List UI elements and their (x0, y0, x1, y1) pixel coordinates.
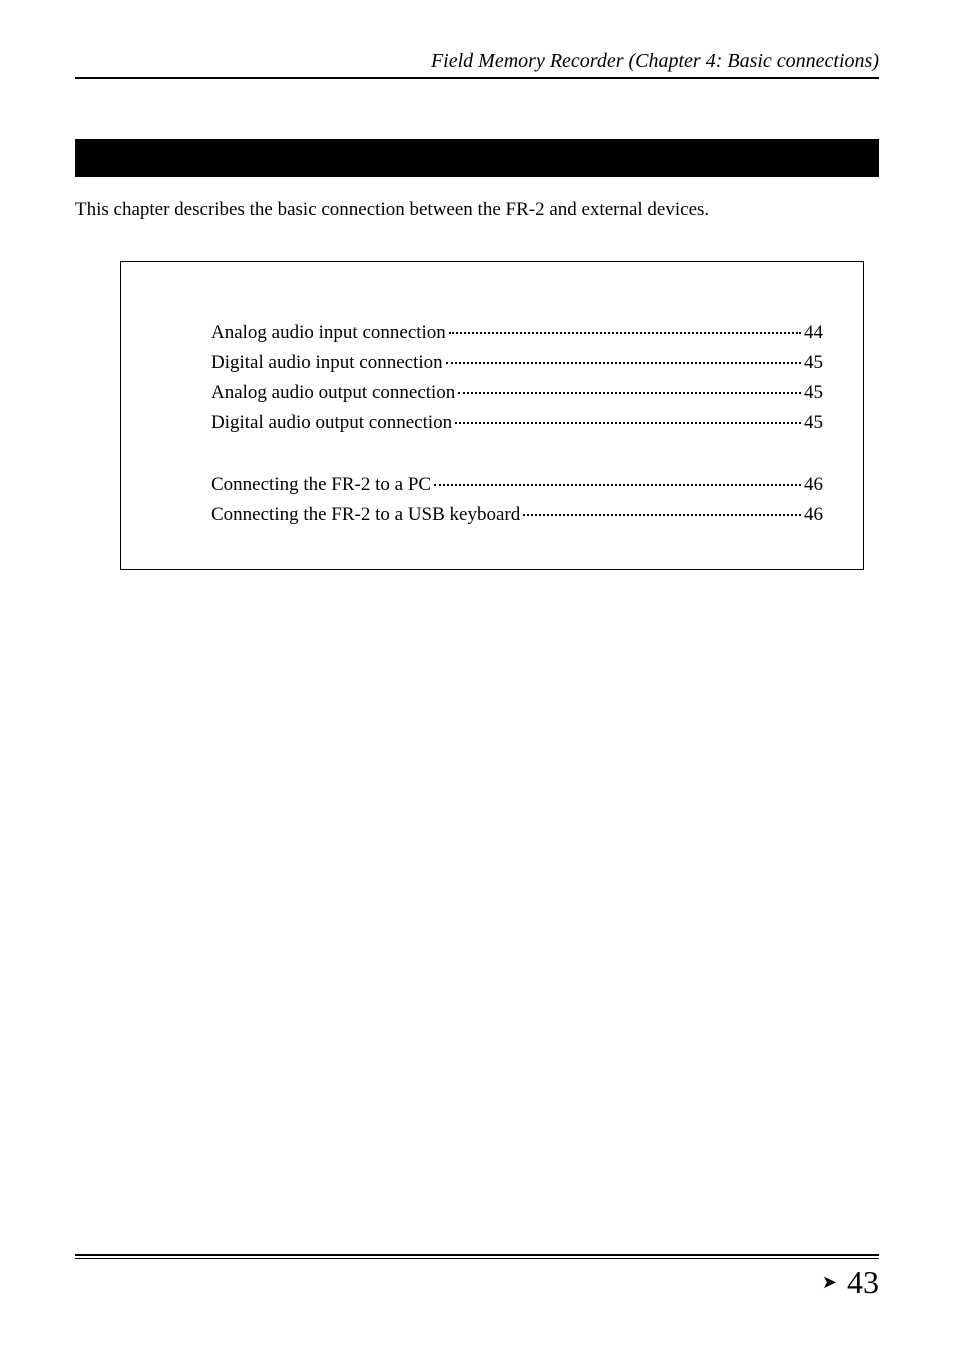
toc-label: Analog audio output connection (211, 382, 455, 404)
footer: ➤ 43 (75, 1254, 879, 1301)
toc-dots (449, 332, 801, 334)
toc-entry: Analog audio input connection 44 (211, 322, 823, 344)
header-title: Field Memory Recorder (Chapter 4: Basic … (75, 50, 879, 73)
toc-dots (455, 422, 801, 424)
toc-label: Connecting the FR-2 to a PC (211, 474, 431, 496)
toc-page: 44 (804, 322, 823, 344)
toc-label: Analog audio input connection (211, 322, 446, 344)
chapter-intro: This chapter describes the basic connect… (75, 199, 879, 221)
toc-label: Digital audio output connection (211, 412, 452, 434)
toc-box: Analog audio input connection 44 Digital… (120, 261, 864, 570)
toc-entry: Connecting the FR-2 to a PC 46 (211, 474, 823, 496)
toc-page: 45 (804, 382, 823, 404)
page-number: 43 (847, 1264, 879, 1301)
toc-dots (523, 514, 801, 516)
toc-dots (458, 392, 801, 394)
chapter-band (75, 139, 879, 177)
toc-entry: Digital audio output connection 45 (211, 412, 823, 434)
toc-entry: Connecting the FR-2 to a USB keyboard 46 (211, 504, 823, 526)
toc-page: 46 (804, 474, 823, 496)
toc-label: Digital audio input connection (211, 352, 443, 374)
toc-dots (434, 484, 801, 486)
toc-entry: Analog audio output connection 45 (211, 382, 823, 404)
arrow-icon: ➤ (822, 1272, 837, 1293)
toc-page: 45 (804, 412, 823, 434)
toc-page: 46 (804, 504, 823, 526)
toc-label: Connecting the FR-2 to a USB keyboard (211, 504, 520, 526)
toc-entry: Digital audio input connection 45 (211, 352, 823, 374)
toc-page: 45 (804, 352, 823, 374)
toc-dots (446, 362, 801, 364)
